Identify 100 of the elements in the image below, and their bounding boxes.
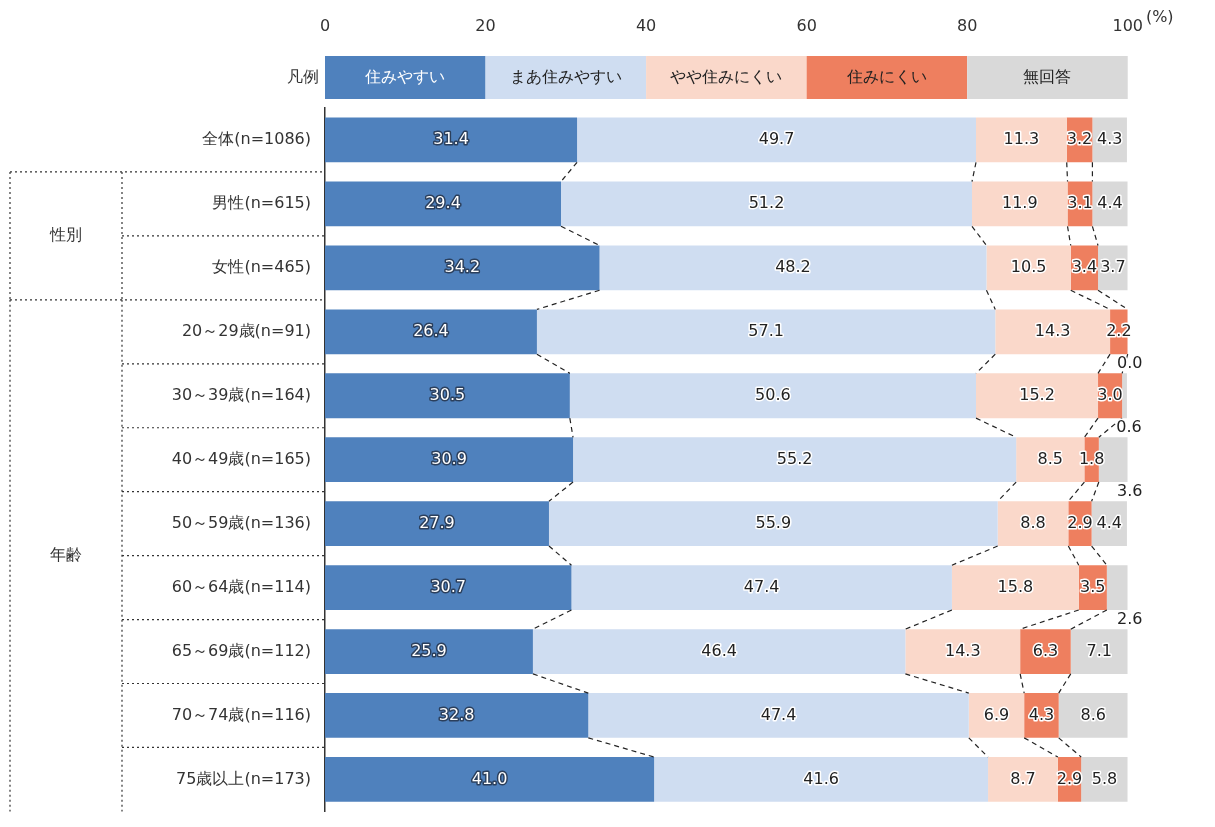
data-label: 0.6 <box>1116 417 1142 437</box>
data-label: 55.9 <box>755 512 792 532</box>
x-tick-label: 100 <box>1112 15 1143 35</box>
bar <box>532 629 906 674</box>
data-label: 51.2 <box>748 193 785 213</box>
bar <box>325 565 572 610</box>
text: やや住みにくい <box>670 66 783 86</box>
bar <box>654 757 989 802</box>
data-label: 4.3 <box>1096 129 1123 149</box>
y-tick-label: 40～49歳(n=165) <box>171 448 311 468</box>
data-label: 3.6 <box>1117 481 1143 501</box>
data-label: 8.8 <box>1020 512 1046 532</box>
y-tick-label: 75歳以上(n=173) <box>176 768 311 788</box>
text: 無回答 <box>1023 66 1072 86</box>
data-label: 8.5 <box>1037 448 1063 468</box>
x-axis-title: (%) <box>1145 7 1174 27</box>
bar <box>905 629 1021 674</box>
y-tick-label: 全体(n=1086) <box>202 129 311 149</box>
data-label: 15.2 <box>1019 384 1055 404</box>
bar <box>325 373 570 419</box>
data-label: 41.0 <box>471 768 508 788</box>
bar <box>573 437 1017 483</box>
data-label: 6.9 <box>983 704 1010 724</box>
legend-title: 凡例 <box>287 66 319 86</box>
bar <box>571 565 952 610</box>
bar <box>325 245 600 291</box>
data-label: 6.3 <box>1032 640 1059 660</box>
bar <box>325 757 655 802</box>
data-label: 3.1 <box>1067 193 1093 213</box>
data-label: 3.5 <box>1080 576 1106 596</box>
bar <box>325 181 561 227</box>
data-label: 41.6 <box>803 768 839 788</box>
data-label: 2.6 <box>1117 609 1143 629</box>
data-label: 47.4 <box>743 576 780 596</box>
bar <box>588 693 969 738</box>
data-label: 4.4 <box>1097 193 1123 213</box>
y-tick-label: 30～39歳(n=164) <box>171 384 311 404</box>
data-label: 25.9 <box>411 640 447 660</box>
data-label: 2.9 <box>1067 512 1093 532</box>
bar <box>325 437 574 483</box>
data-label: 10.5 <box>1010 257 1047 277</box>
data-label: 5.8 <box>1091 768 1118 788</box>
data-label: 3.4 <box>1071 257 1098 277</box>
data-label: 3.0 <box>1097 384 1123 404</box>
data-label: 32.8 <box>438 704 475 724</box>
data-label: 55.2 <box>776 448 813 468</box>
bar <box>577 117 977 163</box>
bar <box>1122 373 1127 419</box>
bar <box>548 501 998 547</box>
data-label: 47.4 <box>760 704 797 724</box>
data-label: 11.3 <box>1003 129 1040 149</box>
bar <box>569 373 977 419</box>
data-label: 30.7 <box>430 576 467 596</box>
x-tick-label: 20 <box>475 15 496 35</box>
bar <box>325 309 537 355</box>
bar <box>325 501 549 547</box>
data-label: 15.8 <box>997 576 1034 596</box>
data-label: 27.9 <box>419 512 455 532</box>
y-tick-label: 50～59歳(n=136) <box>171 512 311 532</box>
bar <box>325 117 578 163</box>
data-label: 2.9 <box>1056 768 1083 788</box>
data-label: 8.7 <box>1010 768 1036 788</box>
data-label: 4.3 <box>1028 704 1055 724</box>
data-label: 48.2 <box>775 257 811 277</box>
y-tick-label: 女性(n=465) <box>212 257 311 277</box>
series-label: まあ住みやすい <box>509 66 622 86</box>
series-label: 住みやすい <box>364 66 446 86</box>
data-label: 14.3 <box>944 640 981 660</box>
data-label: 30.9 <box>431 448 467 468</box>
data-label: 8.6 <box>1080 704 1106 724</box>
bar <box>976 373 1099 419</box>
bar <box>536 309 996 355</box>
x-tick-label: 40 <box>635 15 657 35</box>
data-label: 31.4 <box>433 129 469 149</box>
data-label: 14.3 <box>1034 320 1071 340</box>
data-label: 50.6 <box>755 384 791 404</box>
data-label: 3.7 <box>1100 257 1126 277</box>
data-label: 46.4 <box>701 640 737 660</box>
x-tick-label: 80 <box>957 15 978 35</box>
data-label: 0.0 <box>1117 353 1143 373</box>
y-tick-label: 60～64歳(n=114) <box>171 576 311 596</box>
data-label: 3.2 <box>1066 129 1093 149</box>
data-label: 49.7 <box>758 129 795 149</box>
data-label: 34.2 <box>444 257 481 277</box>
x-tick-label: 60 <box>796 15 817 35</box>
data-label: 4.4 <box>1096 512 1122 532</box>
y-tick-label: 20～29歳(n=91) <box>181 320 311 340</box>
data-label: 11.9 <box>1001 193 1038 213</box>
data-label: 57.1 <box>748 320 784 340</box>
data-label: 26.4 <box>413 320 449 340</box>
bar <box>561 181 972 227</box>
bar <box>951 565 1079 610</box>
text: 年齢 <box>50 544 82 564</box>
bar <box>599 245 987 291</box>
y-tick-label: 男性(n=615) <box>212 193 311 213</box>
x-tick-label: 0 <box>319 15 331 35</box>
y-tick-label: 70～74歳(n=116) <box>171 704 311 724</box>
text: 性別 <box>49 225 82 245</box>
data-label: 29.4 <box>425 193 461 213</box>
text: 住みにくい <box>845 66 927 86</box>
